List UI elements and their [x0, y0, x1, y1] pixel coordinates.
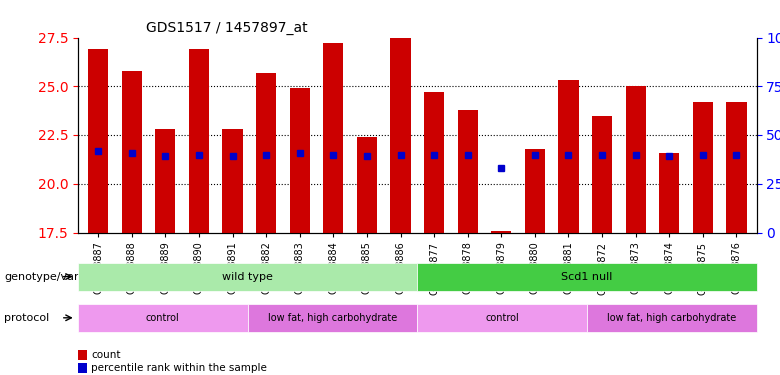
- Bar: [88, 49, 108, 232]
- Text: count: count: [91, 350, 121, 360]
- Bar: [222, 129, 243, 232]
- Bar: [693, 102, 713, 232]
- Text: genotype/variation: genotype/variation: [4, 272, 110, 282]
- Bar: [424, 92, 444, 232]
- Bar: [525, 148, 545, 232]
- Bar: [289, 88, 310, 232]
- Bar: [726, 102, 746, 232]
- Bar: [659, 153, 679, 232]
- Text: low fat, high carbohydrate: low fat, high carbohydrate: [268, 313, 397, 323]
- Bar: [323, 44, 343, 232]
- Text: control: control: [485, 313, 519, 323]
- Bar: [458, 110, 478, 232]
- Bar: [122, 70, 142, 232]
- Bar: [356, 137, 377, 232]
- Bar: [558, 80, 579, 232]
- Bar: [592, 116, 612, 232]
- Text: low fat, high carbohydrate: low fat, high carbohydrate: [607, 313, 736, 323]
- Text: GDS1517 / 1457897_at: GDS1517 / 1457897_at: [146, 21, 307, 35]
- Text: protocol: protocol: [4, 313, 49, 323]
- Text: Scd1 null: Scd1 null: [562, 272, 612, 282]
- Bar: [189, 49, 209, 232]
- Bar: [256, 73, 276, 232]
- Text: wild type: wild type: [222, 272, 273, 282]
- Bar: [391, 38, 410, 232]
- Bar: [626, 86, 646, 232]
- Text: percentile rank within the sample: percentile rank within the sample: [91, 363, 267, 373]
- Bar: [155, 129, 176, 232]
- Text: control: control: [146, 313, 179, 323]
- Bar: [491, 231, 512, 232]
